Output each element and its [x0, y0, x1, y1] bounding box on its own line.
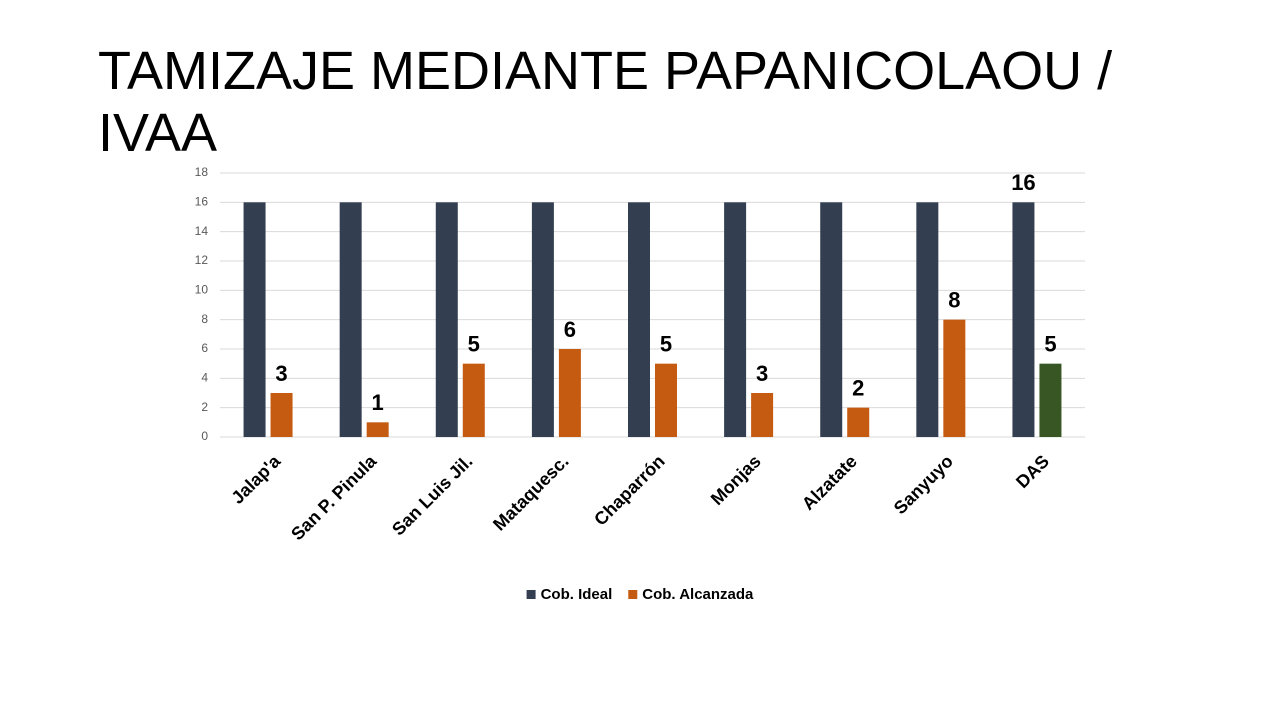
- y-tick-label: 14: [195, 224, 209, 238]
- bar: [435, 202, 458, 437]
- x-tick-label: San Luis Jil.: [388, 451, 476, 539]
- bar: [1012, 202, 1035, 437]
- x-tick-label: Alzatate: [798, 451, 861, 514]
- data-label: 5: [468, 331, 480, 356]
- bar: [820, 202, 843, 437]
- y-tick-label: 16: [195, 195, 209, 209]
- bar: [847, 407, 870, 437]
- bar: [1039, 363, 1062, 437]
- bar: [916, 202, 939, 437]
- legend-label: Cob. Ideal: [541, 586, 613, 603]
- bar: [462, 363, 485, 437]
- legend-swatch: [628, 590, 638, 599]
- y-tick-label: 8: [201, 312, 208, 326]
- data-label: 1: [372, 390, 384, 415]
- bar: [339, 202, 362, 437]
- data-label: 5: [660, 331, 672, 356]
- x-tick-label: DAS: [1012, 451, 1053, 492]
- bar: [724, 202, 747, 437]
- bar: [655, 363, 677, 437]
- y-tick-label: 4: [201, 371, 208, 385]
- bar: [558, 349, 581, 437]
- x-tick-label: Monjas: [707, 451, 765, 509]
- legend-label: Cob. Alcanzada: [642, 586, 754, 603]
- data-label: 8: [948, 287, 960, 312]
- y-tick-label: 2: [201, 400, 208, 414]
- bar: [270, 393, 293, 437]
- x-tick-label: Sanyuyo: [890, 451, 957, 518]
- x-tick-label: Jalap'a: [227, 450, 284, 507]
- bar: [751, 393, 774, 437]
- data-label: 6: [564, 317, 576, 342]
- x-tick-label: Mataquesc.: [489, 451, 572, 534]
- bar: [243, 202, 266, 437]
- data-label: 2: [852, 375, 864, 400]
- data-label: 3: [275, 361, 287, 386]
- x-tick-label: San P. Pinula: [287, 450, 381, 544]
- slide-title: TAMIZAJE MEDIANTE PAPANICOLAOU / IVAA: [98, 41, 1113, 163]
- y-tick-label: 10: [195, 283, 209, 297]
- bar: [366, 422, 389, 437]
- bar: [943, 319, 966, 437]
- data-label: 3: [756, 361, 768, 386]
- data-label: 5: [1044, 331, 1056, 356]
- y-tick-label: 18: [195, 165, 209, 179]
- y-tick-label: 6: [201, 341, 208, 355]
- data-label: 16: [1011, 170, 1035, 195]
- y-tick-label: 0: [201, 429, 208, 443]
- bar: [628, 202, 650, 437]
- x-tick-label: Chaparrón: [590, 451, 668, 529]
- bar: [531, 202, 554, 437]
- legend-swatch: [526, 590, 536, 599]
- y-tick-label: 12: [195, 253, 209, 267]
